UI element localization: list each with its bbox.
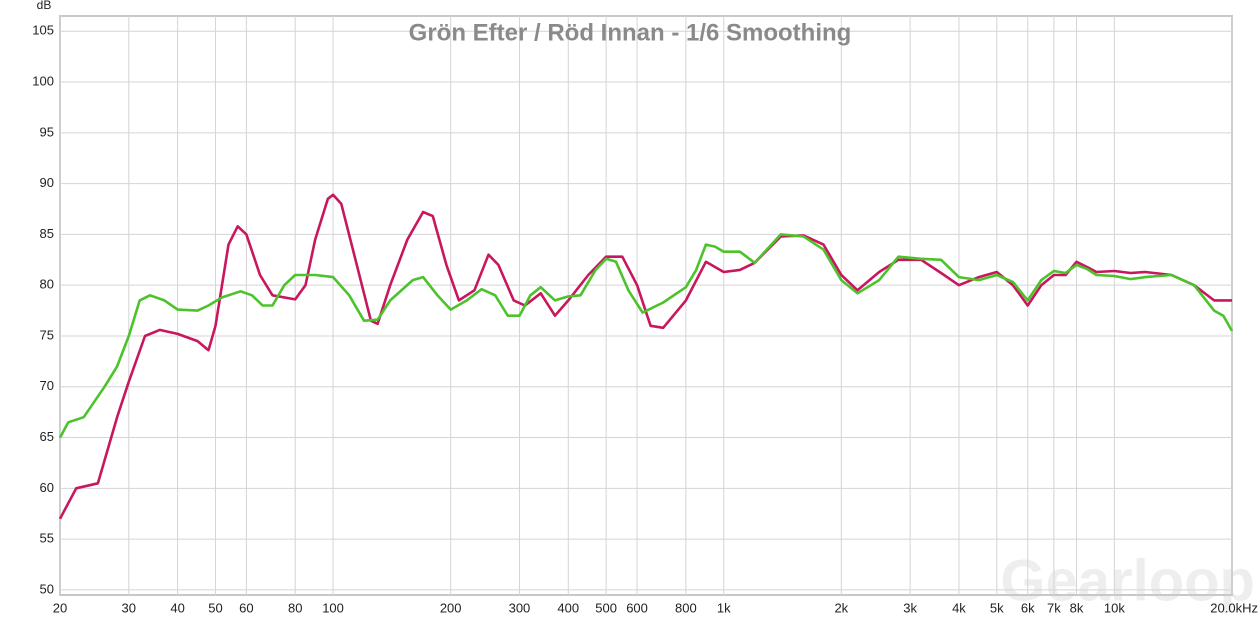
y-tick-label: 75 (40, 327, 54, 342)
x-tick-label: 50 (208, 600, 222, 615)
x-tick-label: 6k (1021, 600, 1035, 615)
x-tick-label: 800 (675, 600, 697, 615)
y-tick-label: 65 (40, 429, 54, 444)
x-tick-label: 600 (626, 600, 648, 615)
x-tick-label: 20.0kHz (1210, 600, 1258, 615)
y-tick-label: 85 (40, 226, 54, 241)
x-tick-label: 100 (322, 600, 344, 615)
y-axis-label: dB (37, 0, 52, 12)
x-tick-label: 40 (170, 600, 184, 615)
x-tick-label: 7k (1047, 600, 1061, 615)
x-tick-label: 400 (557, 600, 579, 615)
x-tick-label: 20 (53, 600, 67, 615)
x-tick-label: 2k (834, 600, 848, 615)
watermark: Gearloop (1000, 548, 1255, 613)
x-tick-label: 4k (952, 600, 966, 615)
x-tick-label: 1k (717, 600, 731, 615)
x-tick-label: 300 (509, 600, 531, 615)
chart-title: Grön Efter / Röd Innan - 1/6 Smoothing (409, 19, 852, 46)
x-tick-label: 5k (990, 600, 1004, 615)
y-tick-label: 50 (40, 581, 54, 596)
y-tick-label: 95 (40, 124, 54, 139)
plot-frame (59, 15, 1233, 596)
x-tick-label: 3k (903, 600, 917, 615)
x-tick-label: 30 (122, 600, 136, 615)
y-tick-label: 55 (40, 531, 54, 546)
x-tick-label: 500 (595, 600, 617, 615)
y-tick-label: 60 (40, 480, 54, 495)
y-tick-label: 90 (40, 175, 54, 190)
y-tick-label: 100 (32, 73, 54, 88)
x-tick-label: 200 (440, 600, 462, 615)
series-line (58, 233, 1234, 439)
series-line (58, 193, 1232, 520)
x-tick-label: 8k (1070, 600, 1084, 615)
x-tick-label: 80 (288, 600, 302, 615)
y-tick-label: 105 (32, 23, 54, 38)
y-tick-label: 80 (40, 277, 54, 292)
x-tick-label: 60 (239, 600, 253, 615)
y-tick-label: 70 (40, 378, 54, 393)
x-tick-label: 10k (1104, 600, 1125, 615)
